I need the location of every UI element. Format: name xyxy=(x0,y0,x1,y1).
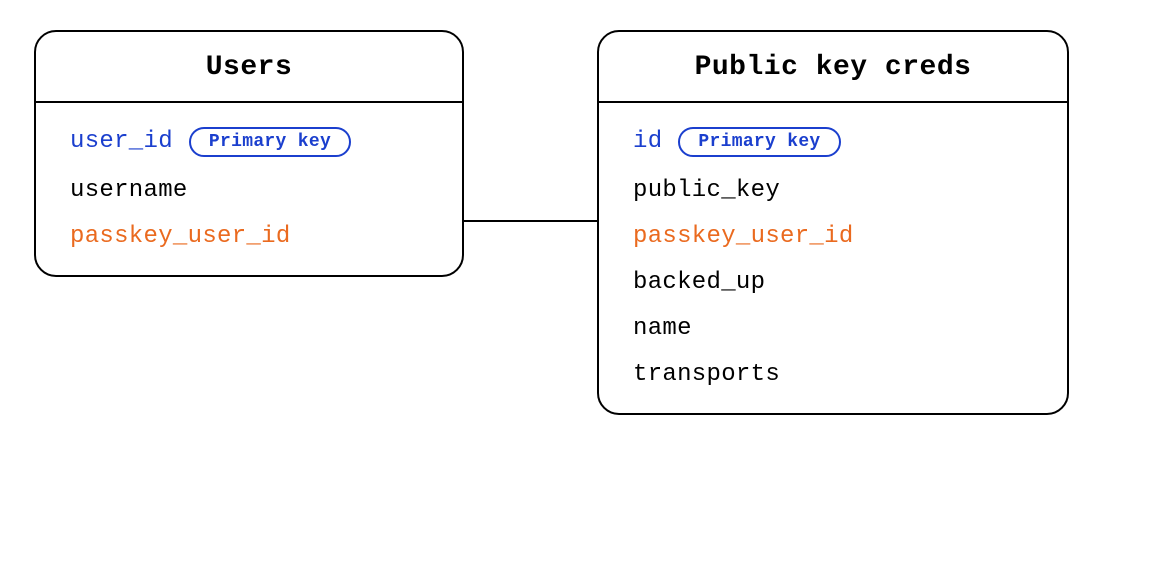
field-passkey-user-id: passkey_user_id xyxy=(633,225,854,249)
entity-creds-body: id Primary key public_key passkey_user_i… xyxy=(599,103,1067,413)
primary-key-badge: Primary key xyxy=(678,127,840,157)
field-name: name xyxy=(633,317,692,341)
entity-creds-title: Public key creds xyxy=(599,32,1067,103)
field-row: username xyxy=(70,179,428,203)
field-backed-up: backed_up xyxy=(633,271,765,295)
field-row: name xyxy=(633,317,1033,341)
field-row: backed_up xyxy=(633,271,1033,295)
field-row: id Primary key xyxy=(633,127,1033,157)
field-row: passkey_user_id xyxy=(633,225,1033,249)
field-transports: transports xyxy=(633,363,780,387)
entity-users-title: Users xyxy=(36,32,462,103)
field-row: transports xyxy=(633,363,1033,387)
entity-creds: Public key creds id Primary key public_k… xyxy=(597,30,1069,415)
field-username: username xyxy=(70,179,188,203)
relationship-connector xyxy=(464,220,597,222)
field-user-id: user_id xyxy=(70,130,173,154)
entity-users-body: user_id Primary key username passkey_use… xyxy=(36,103,462,275)
entity-users: Users user_id Primary key username passk… xyxy=(34,30,464,277)
field-row: user_id Primary key xyxy=(70,127,428,157)
field-public-key: public_key xyxy=(633,179,780,203)
field-row: passkey_user_id xyxy=(70,225,428,249)
field-row: public_key xyxy=(633,179,1033,203)
field-id: id xyxy=(633,130,662,154)
primary-key-badge: Primary key xyxy=(189,127,351,157)
field-passkey-user-id: passkey_user_id xyxy=(70,225,291,249)
